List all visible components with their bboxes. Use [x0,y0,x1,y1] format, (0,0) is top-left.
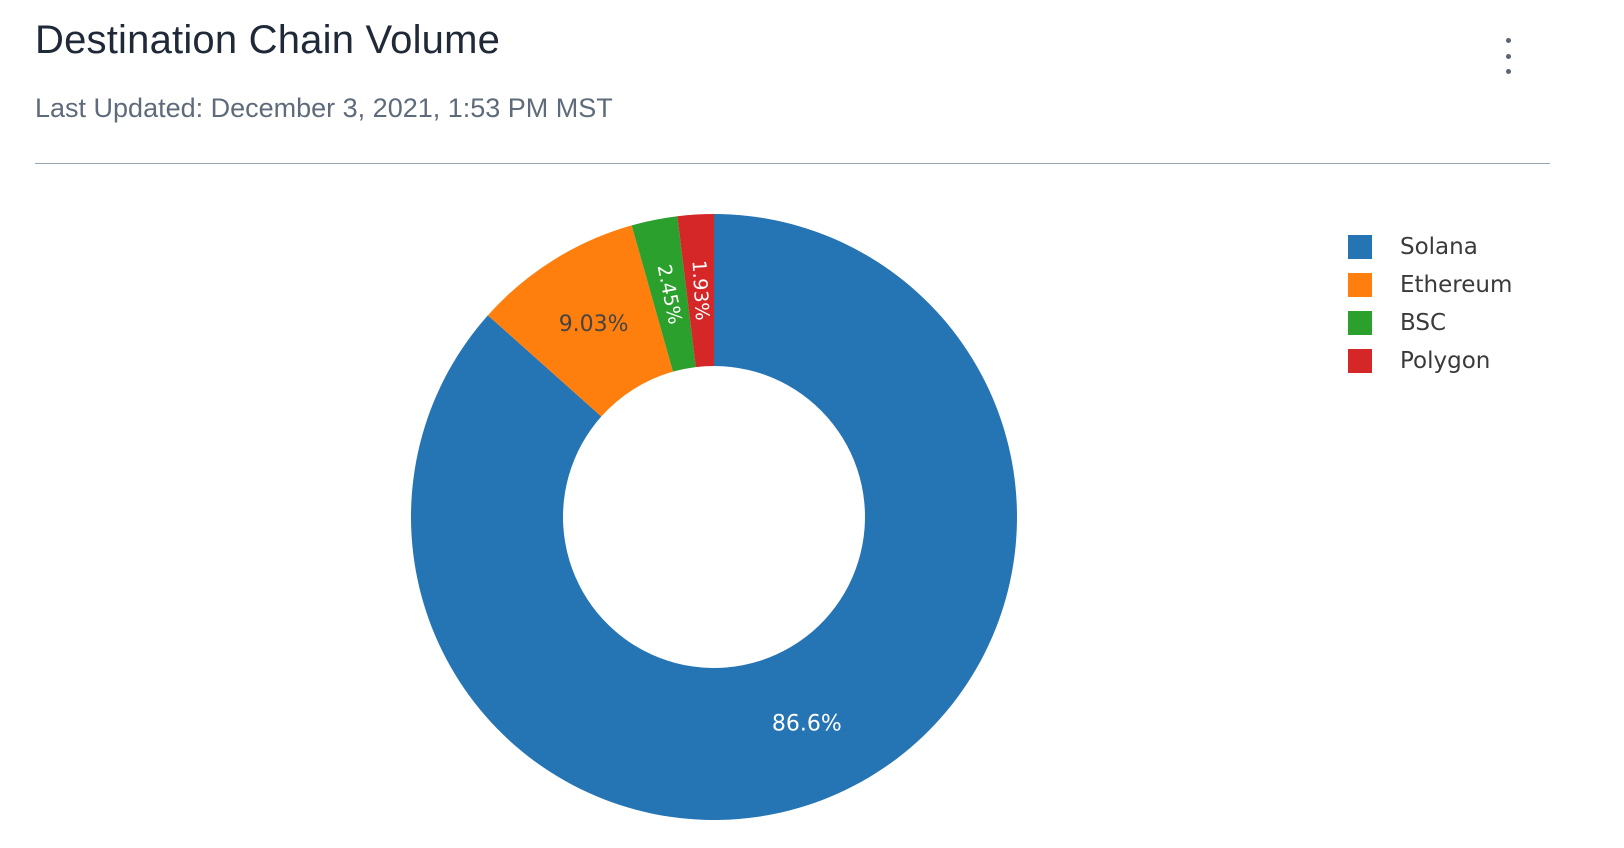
legend-item-solana[interactable]: Solana [1348,228,1512,266]
legend-swatch [1348,349,1372,373]
slice-polygon[interactable] [677,214,714,368]
slice-label-polygon: 1.93% [687,260,713,322]
legend-item-polygon[interactable]: Polygon [1348,342,1512,380]
kebab-dot [1505,69,1511,74]
slice-label-solana: 86.6% [772,712,842,737]
slice-label-ethereum: 9.03% [559,312,629,337]
slice-solana[interactable] [411,214,1018,820]
kebab-dot [1505,53,1511,59]
legend-swatch [1348,273,1372,297]
kebab-dot [1505,38,1511,43]
legend-swatch [1348,235,1372,259]
slice-ethereum[interactable] [487,225,673,417]
legend-label: BSC [1400,310,1447,336]
more-vertical-icon[interactable] [1496,36,1520,76]
slice-bsc[interactable] [631,216,696,372]
legend-label: Polygon [1400,348,1491,374]
legend-item-bsc[interactable]: BSC [1348,304,1512,342]
legend-item-ethereum[interactable]: Ethereum [1348,266,1512,304]
chart-legend: Solana Ethereum BSC Polygon [1348,228,1512,380]
chart-title: Destination Chain Volume [35,18,501,62]
header-divider [35,163,1550,164]
legend-label: Solana [1400,234,1478,260]
legend-label: Ethereum [1400,272,1513,298]
last-updated-text: Last Updated: December 3, 2021, 1:53 PM … [35,93,613,123]
legend-swatch [1348,311,1372,335]
